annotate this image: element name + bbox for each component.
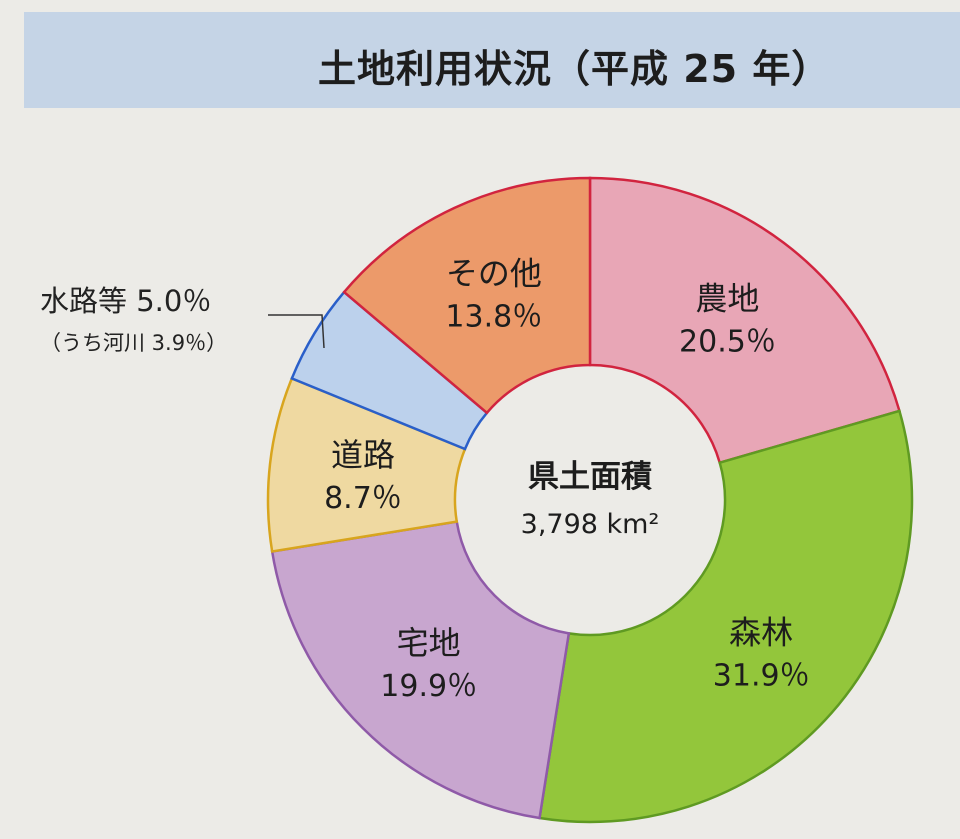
slice-farmland — [588, 176, 901, 465]
slice-label-value-road: 8.7％ — [324, 481, 402, 516]
slice-label-name-road: 道路 — [331, 436, 395, 474]
slice-label-name-other: その他 — [446, 255, 542, 293]
callout-leader-line — [268, 314, 325, 349]
callout-sub-label: （うち河川 3.9％） — [40, 331, 228, 355]
slice-label-value-other: 13.8％ — [445, 300, 542, 335]
callout-main-label: 水路等 5.0％ — [40, 284, 212, 318]
center-label: 県土面積 — [528, 459, 652, 495]
slice-forest — [538, 409, 914, 824]
slice-label-value-forest: 31.9％ — [713, 658, 810, 693]
slice-label-value-farmland: 20.5％ — [679, 324, 776, 359]
slice-label-value-residential: 19.9％ — [380, 669, 477, 704]
slice-label-name-residential: 宅地 — [397, 624, 461, 662]
chart-title: 土地利用状況（平成 25 年） — [318, 47, 831, 91]
slice-residential — [270, 520, 571, 820]
slice-label-name-forest: 森林 — [729, 613, 793, 651]
center-value: 3,798 km² — [521, 509, 660, 540]
slice-label-name-farmland: 農地 — [695, 279, 759, 317]
title-band — [24, 12, 960, 108]
slice-other — [342, 176, 592, 415]
